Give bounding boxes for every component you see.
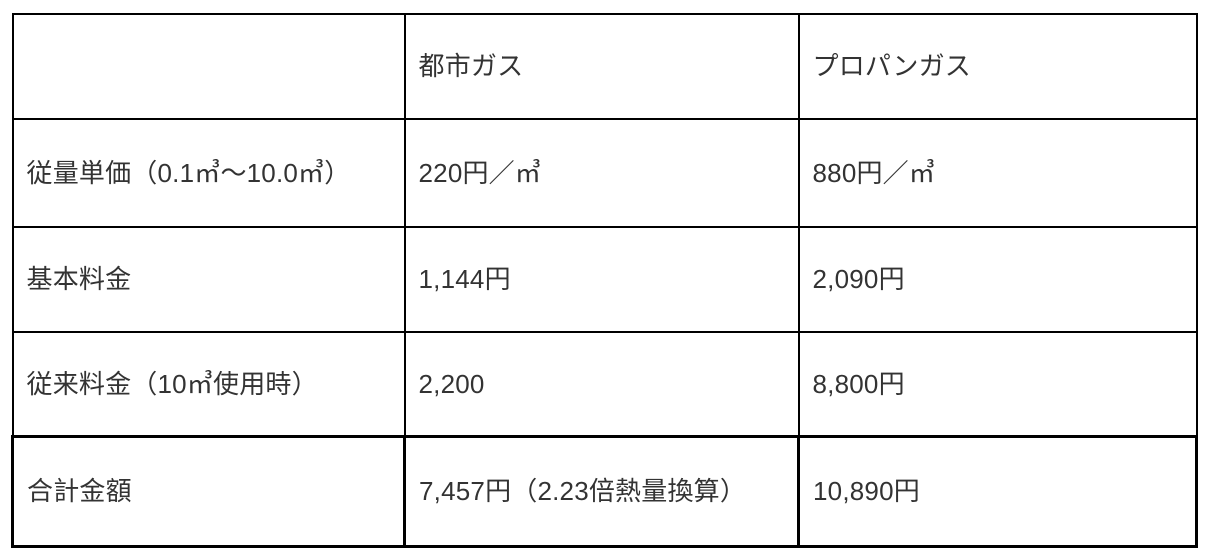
header-cell-city-gas: 都市ガス: [403, 13, 800, 120]
table-row-total: 合計金額 7,457円（2.23倍熱量換算） 10,890円: [11, 434, 1198, 548]
row-label-usage-fee: 従来料金（10㎥使用時）: [11, 331, 406, 437]
table-row-base-fee: 基本料金 1,144円 2,090円: [11, 226, 1198, 333]
table-row-unit-price: 従量単価（0.1㎥〜10.0㎥） 220円／㎥ 880円／㎥: [11, 118, 1198, 228]
header-cell-propane-gas: プロパンガス: [797, 13, 1198, 120]
row-label-base-fee: 基本料金: [11, 226, 406, 333]
value-unit-price-city-gas: 220円／㎥: [403, 118, 800, 228]
gas-comparison-table: 都市ガス プロパンガス 従量単価（0.1㎥〜10.0㎥） 220円／㎥ 880円…: [11, 13, 1198, 548]
row-label-total: 合計金額: [11, 434, 406, 548]
table-row-usage-fee: 従来料金（10㎥使用時） 2,200 8,800円: [11, 331, 1198, 437]
value-base-fee-city-gas: 1,144円: [403, 226, 800, 333]
header-cell-empty: [11, 13, 406, 120]
value-unit-price-propane: 880円／㎥: [797, 118, 1198, 228]
value-usage-fee-city-gas: 2,200: [403, 331, 800, 437]
value-usage-fee-propane: 8,800円: [797, 331, 1198, 437]
row-label-unit-price: 従量単価（0.1㎥〜10.0㎥）: [11, 118, 406, 228]
header-row: 都市ガス プロパンガス: [11, 13, 1198, 120]
value-base-fee-propane: 2,090円: [797, 226, 1198, 333]
value-total-propane: 10,890円: [797, 434, 1198, 548]
value-total-city-gas: 7,457円（2.23倍熱量換算）: [403, 434, 800, 548]
